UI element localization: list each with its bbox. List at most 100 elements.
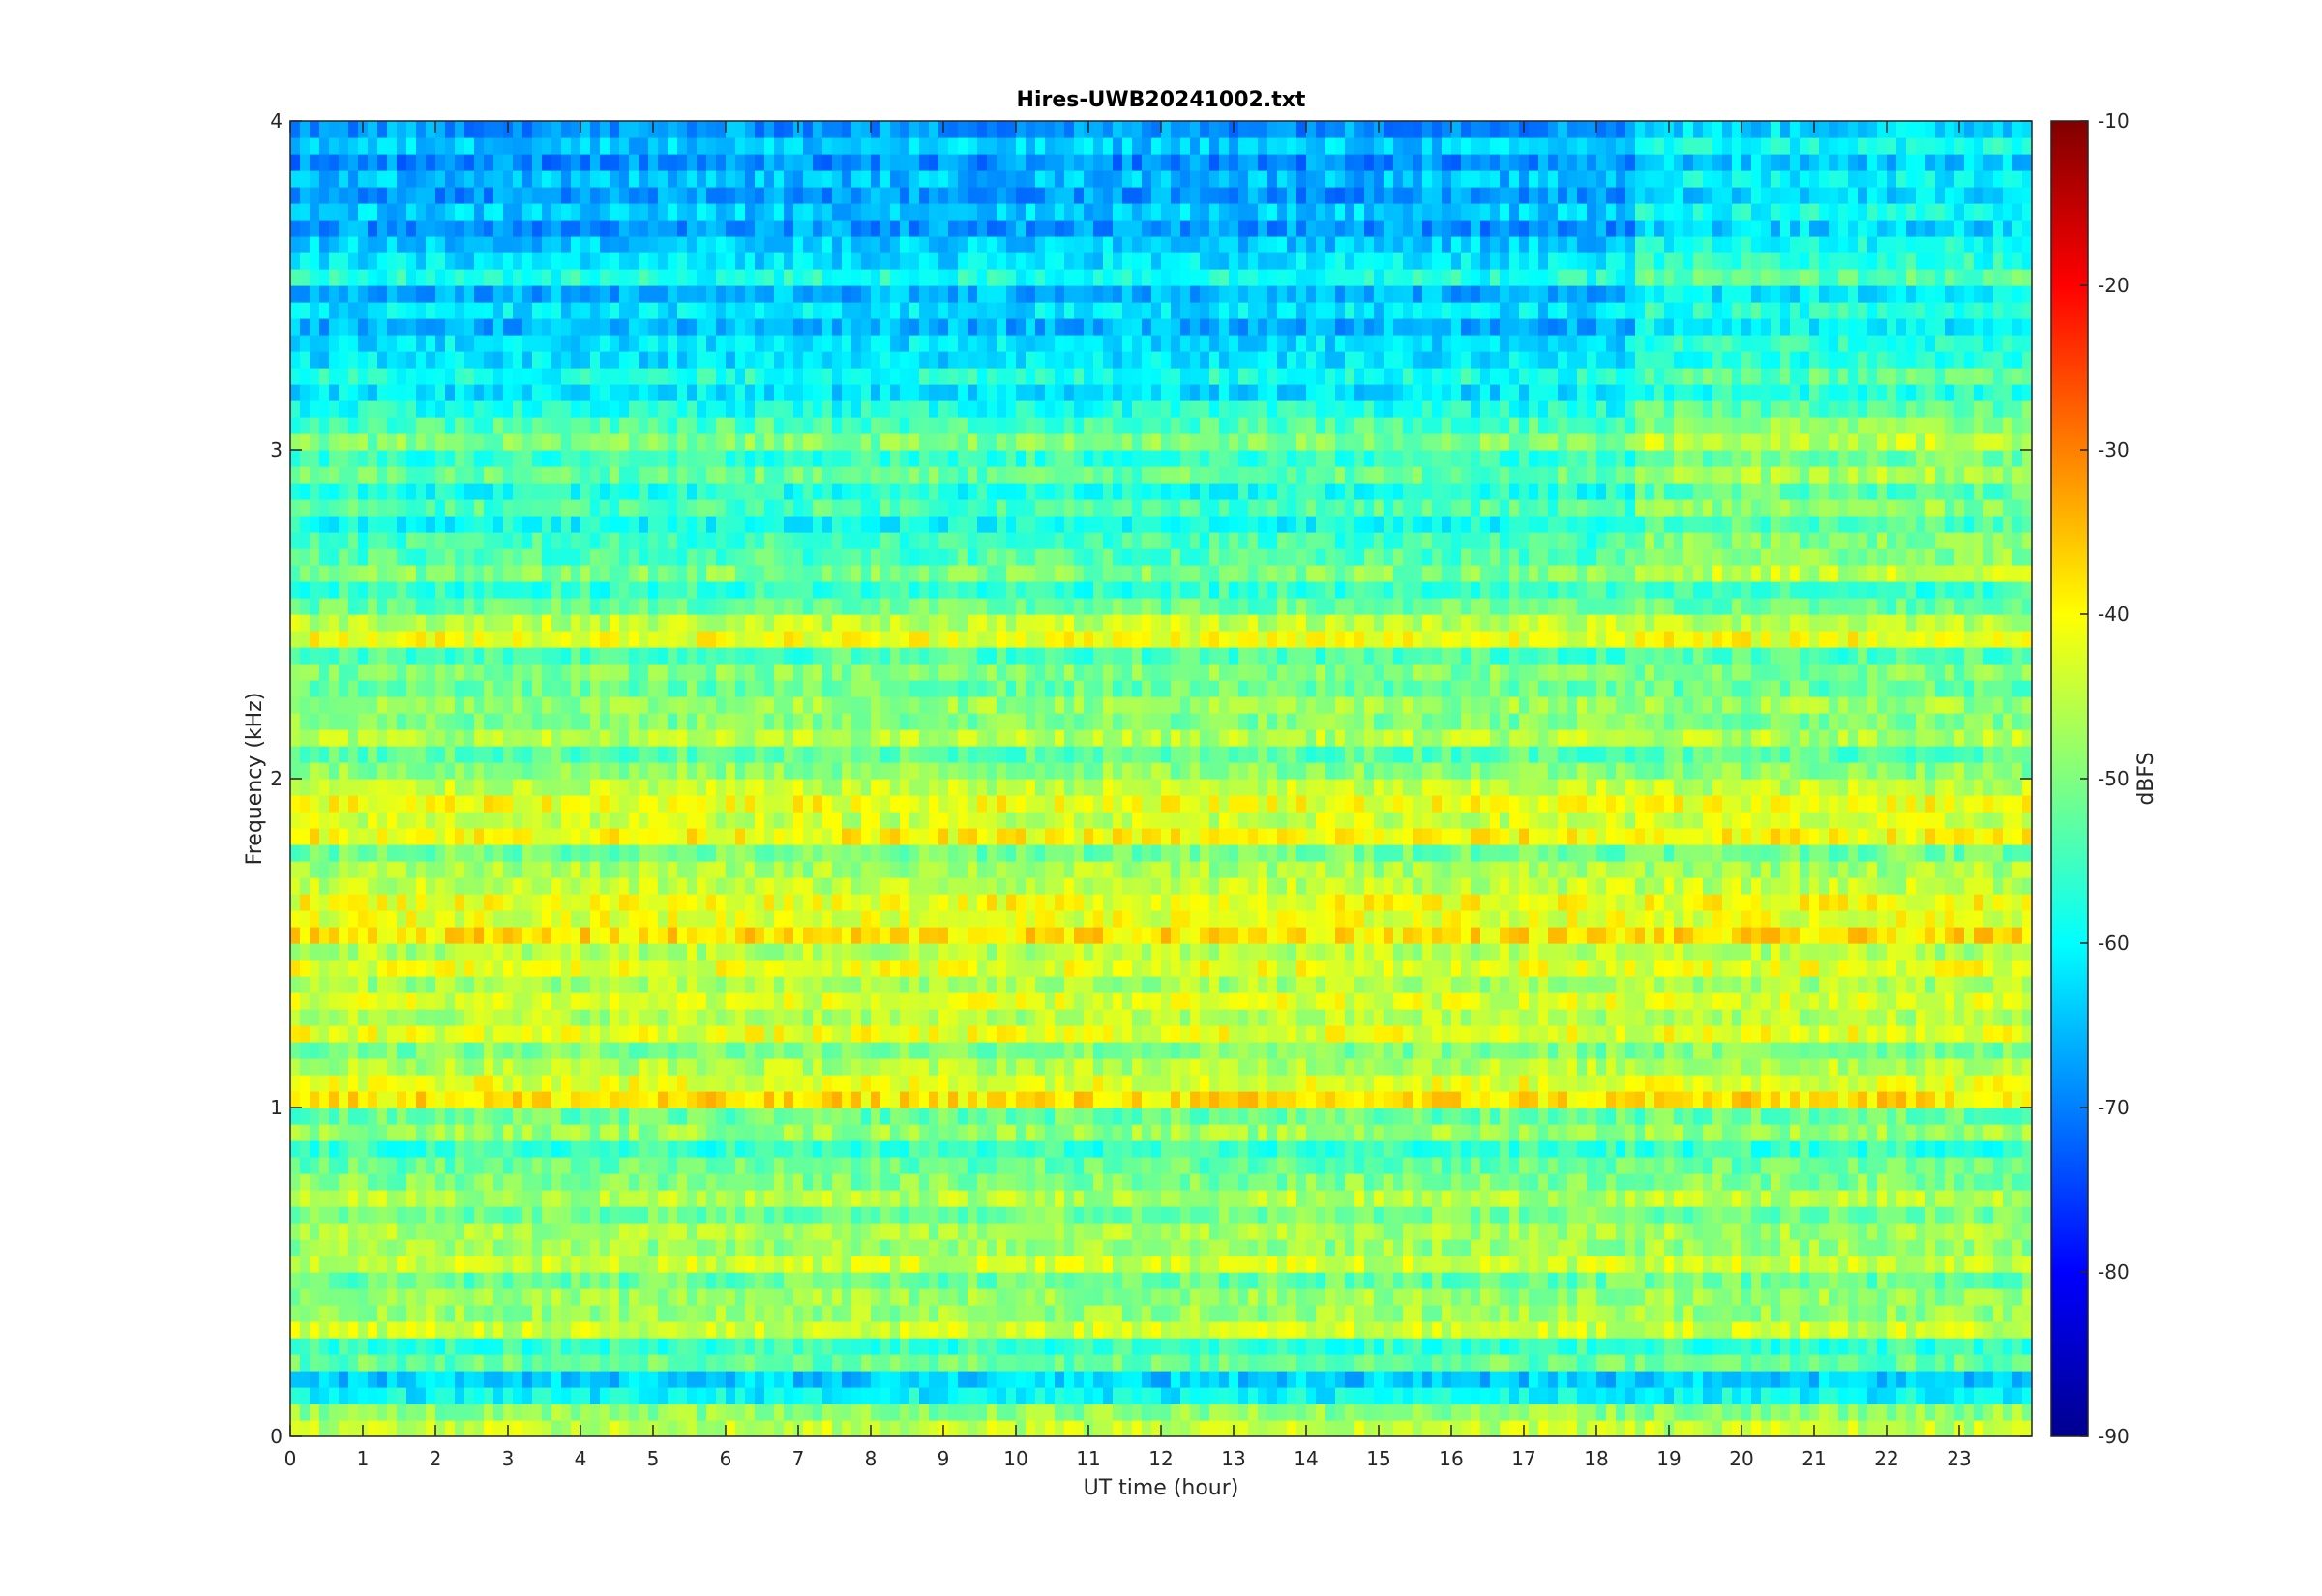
heatmap-cell (1954, 1371, 1965, 1388)
heatmap-cell (968, 1387, 978, 1404)
heatmap-cell (1500, 1124, 1510, 1141)
heatmap-cell (706, 1108, 717, 1125)
heatmap-cell (803, 1190, 814, 1207)
heatmap-cell (697, 1272, 707, 1289)
heatmap-cell (1538, 1025, 1549, 1043)
heatmap-cell (958, 1058, 968, 1076)
heatmap-cell (319, 1371, 330, 1388)
heatmap-cell (1577, 1321, 1588, 1339)
heatmap-cell (1461, 1206, 1472, 1224)
heatmap-cell (1858, 1206, 1868, 1224)
heatmap-cell (619, 1206, 630, 1224)
heatmap-cell (706, 1025, 717, 1043)
heatmap-cell (300, 1371, 311, 1388)
heatmap-cell (1567, 1420, 1578, 1436)
heatmap-cell (958, 1140, 968, 1158)
heatmap-cell (464, 1387, 475, 1404)
heatmap-cell (658, 1256, 669, 1273)
heatmap-cell (948, 1288, 959, 1306)
heatmap-cell (522, 1223, 533, 1240)
heatmap-cell (1838, 1091, 1849, 1108)
heatmap-cell (397, 1075, 407, 1092)
heatmap-cell (551, 992, 562, 1010)
heatmap-cell (929, 1124, 939, 1141)
heatmap-cell (1064, 1420, 1075, 1436)
heatmap-cell (938, 1108, 949, 1125)
heatmap-cell (1693, 1075, 1704, 1092)
heatmap-cell (416, 1075, 427, 1092)
heatmap-cell (1500, 1321, 1510, 1339)
heatmap-cell (1509, 1190, 1520, 1207)
heatmap-cell (1529, 1075, 1539, 1092)
heatmap-cell (358, 1239, 369, 1256)
heatmap-cell (629, 1239, 640, 1256)
heatmap-cell (1084, 1371, 1094, 1388)
heatmap-cell (813, 1009, 823, 1026)
heatmap-cell (1209, 1140, 1220, 1158)
heatmap-cell (929, 1223, 939, 1240)
heatmap-cell (2022, 1420, 2032, 1436)
heatmap-cell (1790, 1288, 1801, 1306)
heatmap-cell (1538, 1009, 1549, 1026)
heatmap-cell (1722, 1206, 1733, 1224)
heatmap-cell (513, 1157, 523, 1174)
heatmap-cell (600, 1108, 610, 1125)
heatmap-cell (774, 1223, 785, 1240)
heatmap-cell (1142, 1206, 1152, 1224)
heatmap-cell (2003, 1140, 2013, 1158)
heatmap-cell (532, 1157, 543, 1174)
heatmap-cell (1751, 1025, 1762, 1043)
heatmap-cell (1132, 1124, 1143, 1141)
heatmap-cell (1374, 1009, 1384, 1026)
heatmap-cell (1267, 1387, 1278, 1404)
heatmap-cell (1451, 1371, 1462, 1388)
heatmap-cell (532, 1058, 543, 1076)
heatmap-cell (1413, 1371, 1423, 1388)
heatmap-cell (1742, 1108, 1752, 1125)
heatmap-cell (1935, 1157, 1946, 1174)
heatmap-cell (600, 1058, 610, 1076)
heatmap-cell (677, 1354, 688, 1372)
heatmap-cell (977, 1354, 988, 1372)
heatmap-cell (1616, 1387, 1626, 1404)
heatmap-cell (310, 1206, 320, 1224)
heatmap-cell (1306, 1272, 1317, 1289)
heatmap-cell (1809, 1058, 1820, 1076)
heatmap-cell (1906, 1108, 1917, 1125)
heatmap-cell (1006, 992, 1017, 1010)
heatmap-cell (1161, 1157, 1172, 1174)
heatmap-cell (1248, 1338, 1259, 1355)
heatmap-cell (1296, 1371, 1307, 1388)
heatmap-cell (1742, 1288, 1752, 1306)
heatmap-cell (1790, 1223, 1801, 1240)
heatmap-cell (1645, 1108, 1655, 1125)
heatmap-cell (1577, 1354, 1588, 1372)
heatmap-cell (1374, 1075, 1384, 1092)
heatmap-cell (1993, 1338, 2004, 1355)
heatmap-cell (706, 1256, 717, 1273)
heatmap-cell (503, 1288, 514, 1306)
heatmap-cell (2012, 1124, 2023, 1141)
heatmap-cell (1790, 1157, 1801, 1174)
heatmap-cell (648, 1223, 659, 1240)
heatmap-cell (900, 1288, 910, 1306)
heatmap-cell (1016, 1042, 1027, 1059)
heatmap-cell (1413, 1305, 1423, 1322)
heatmap-cell (697, 1371, 707, 1388)
heatmap-cell (1761, 1058, 1771, 1076)
heatmap-cell (1161, 1288, 1172, 1306)
heatmap-cell (871, 1239, 881, 1256)
heatmap-cell (658, 1075, 669, 1092)
heatmap-cell (426, 1321, 436, 1339)
heatmap-cell (1074, 1058, 1085, 1076)
heatmap-cell (1432, 1371, 1443, 1388)
heatmap-cell (1480, 1075, 1491, 1092)
heatmap-cell (1180, 1223, 1191, 1240)
heatmap-cell (706, 1305, 717, 1322)
heatmap-cell (1625, 1108, 1636, 1125)
heatmap-cell (339, 1009, 349, 1026)
heatmap-cell (1384, 1190, 1394, 1207)
heatmap-cell (1461, 1009, 1472, 1026)
heatmap-cell (426, 1354, 436, 1372)
heatmap-cell (445, 1239, 456, 1256)
